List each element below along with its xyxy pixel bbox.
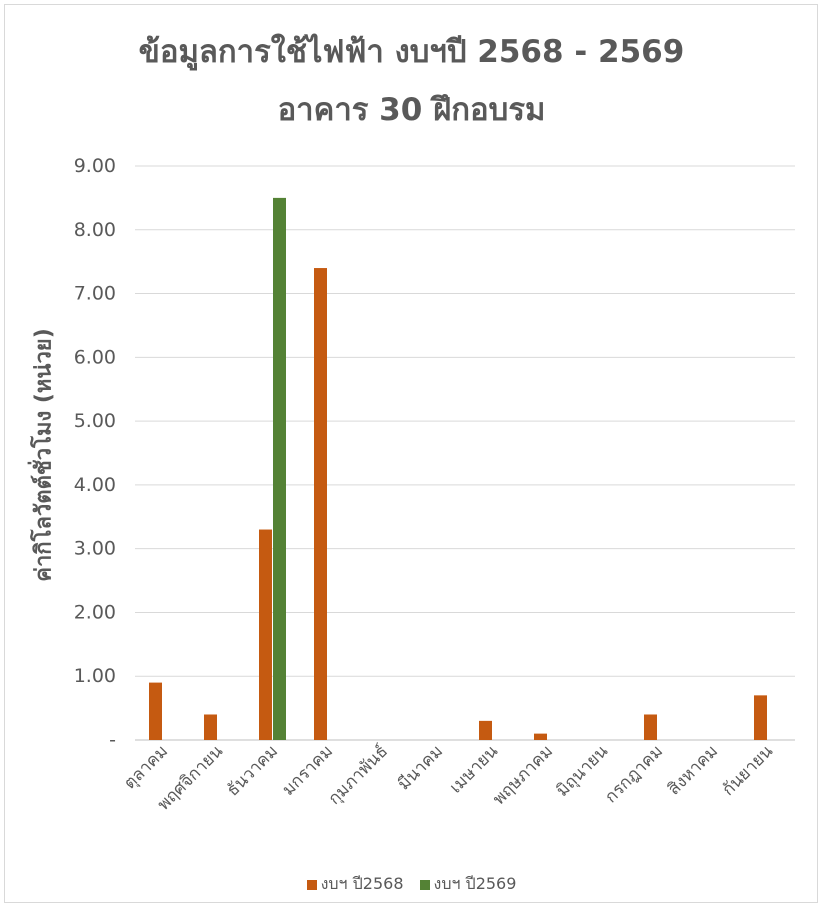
y-tick-label: 4.00 <box>74 474 116 496</box>
bar-2568 <box>644 714 657 740</box>
y-tick-label: 3.00 <box>74 538 116 560</box>
x-tick-label: กันยายน <box>718 741 777 800</box>
y-tick-label: 5.00 <box>74 410 116 432</box>
legend-label-2568: งบฯ ปี2568 <box>320 874 404 893</box>
bar-2568 <box>754 695 767 740</box>
legend-swatch-2569 <box>419 879 430 890</box>
y-tick-label: 9.00 <box>74 155 116 177</box>
y-tick-label: 2.00 <box>74 601 116 623</box>
bar-2568 <box>534 733 547 740</box>
x-tick-label: ตุลาคม <box>120 741 172 793</box>
legend-item-2568: งบฯ ปี2568 <box>306 872 404 897</box>
x-tick-label: ธันวาคม <box>223 741 282 800</box>
x-tick-label: พฤษภาคม <box>489 741 557 809</box>
y-tick-label: 8.00 <box>74 219 116 241</box>
x-tick-label: สิงหาคม <box>664 741 722 799</box>
x-tick-label: มีนาคม <box>394 741 447 794</box>
bar-2568 <box>479 720 492 740</box>
bar-2568 <box>314 268 327 740</box>
y-tick-label: 1.00 <box>74 665 116 687</box>
legend: งบฯ ปี2568 งบฯ ปี2569 <box>0 872 823 897</box>
legend-label-2569: งบฯ ปี2569 <box>433 874 517 893</box>
bar-2568 <box>204 714 217 740</box>
bar-2568 <box>149 682 162 740</box>
x-tick-label: เมษายน <box>446 741 502 797</box>
y-tick-label: - <box>109 729 116 751</box>
x-tick-label: กรกฎาคม <box>601 741 667 807</box>
chart-frame <box>4 4 818 903</box>
y-tick-label: 7.00 <box>74 283 116 305</box>
chart-title: ข้อมูลการใช้ไฟฟ้า งบฯปี 2568 - 2569 <box>138 34 685 70</box>
y-tick-label: 6.00 <box>74 346 116 368</box>
x-tick-label: กุมภาพันธ์ <box>325 741 393 809</box>
bar-2569 <box>273 197 286 740</box>
legend-item-2569: งบฯ ปี2569 <box>419 872 517 897</box>
chart-subtitle: อาคาร 30 ฝึกอบรม <box>277 92 546 128</box>
bar-2568 <box>259 529 272 740</box>
legend-swatch-2568 <box>306 879 317 890</box>
